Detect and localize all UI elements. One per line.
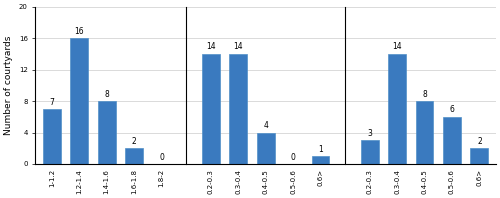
Bar [361, 140, 378, 164]
Text: 2: 2 [477, 137, 482, 146]
Text: 16: 16 [74, 27, 84, 36]
Text: 3: 3 [368, 129, 372, 138]
Text: 0: 0 [290, 153, 296, 162]
Text: 6: 6 [450, 105, 454, 114]
Text: 8: 8 [422, 90, 427, 99]
Bar [98, 101, 116, 164]
Bar [230, 54, 247, 164]
Bar [416, 101, 434, 164]
Bar [256, 132, 274, 164]
Text: 4: 4 [263, 121, 268, 130]
Text: 7: 7 [50, 98, 54, 107]
Text: 14: 14 [392, 43, 402, 51]
Bar [125, 148, 143, 164]
Text: 1: 1 [318, 145, 323, 154]
Bar [388, 54, 406, 164]
Text: 8: 8 [104, 90, 109, 99]
Bar [470, 148, 488, 164]
Bar [443, 117, 461, 164]
Text: 0: 0 [159, 153, 164, 162]
Bar [43, 109, 60, 164]
Text: 14: 14 [206, 43, 216, 51]
Y-axis label: Number of courtyards: Number of courtyards [4, 36, 13, 135]
Bar [202, 54, 220, 164]
Text: 14: 14 [234, 43, 243, 51]
Text: 2: 2 [132, 137, 136, 146]
Bar [312, 156, 330, 164]
Bar [70, 38, 88, 164]
